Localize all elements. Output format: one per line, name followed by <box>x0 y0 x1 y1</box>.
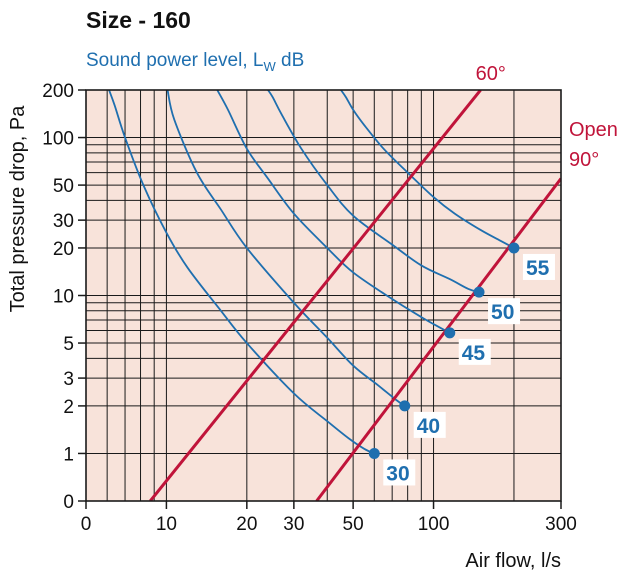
level-label-30: 30 <box>386 462 409 485</box>
y-tick-label: 30 <box>53 211 74 232</box>
level-point-30 <box>368 447 380 459</box>
x-tick-label: 50 <box>343 514 364 535</box>
level-point-50 <box>473 286 485 298</box>
damper-line-90 <box>315 177 561 501</box>
x-tick-label: 100 <box>418 514 450 535</box>
x-tick-label: 10 <box>156 514 177 535</box>
level-point-40 <box>399 400 411 412</box>
y-tick-label: 2 <box>63 397 74 418</box>
y-tick-label: 10 <box>53 287 74 308</box>
sound-level-curve-55 <box>340 90 515 249</box>
chart-title: Size - 160 <box>86 7 191 33</box>
x-axis: 0 10 20 30 50 100 300 <box>81 501 577 535</box>
chart-subtitle: Sound power level, LW dB <box>86 50 304 74</box>
level-label-bg <box>458 338 491 365</box>
level-point-55 <box>508 242 520 254</box>
level-point-45 <box>444 327 456 339</box>
y-tick-label: 200 <box>42 81 74 102</box>
subtitle-suffix: dB <box>276 50 305 71</box>
subtitle-subscript: W <box>263 59 276 74</box>
y-axis: 0 1 2 3 5 10 20 30 50 100 200 <box>42 81 86 513</box>
x-tick-label: 300 <box>545 514 577 535</box>
level-label-45: 45 <box>462 342 486 365</box>
y-tick-label: 1 <box>63 444 74 465</box>
x-tick-label: 20 <box>236 514 257 535</box>
x-tick-label: 30 <box>283 514 304 535</box>
damper-label-open: Open <box>569 119 618 141</box>
y-tick-label: 20 <box>53 239 74 260</box>
sound-level-curve-45 <box>216 90 451 334</box>
y-tick-label: 3 <box>63 369 74 390</box>
level-label-bg <box>488 298 521 325</box>
sound-level-curve-40 <box>166 90 406 407</box>
level-label-bg <box>522 253 555 280</box>
level-label-55: 55 <box>526 257 550 280</box>
y-tick-label: 5 <box>63 334 74 355</box>
y-tick-label: 0 <box>63 492 74 513</box>
damper-label-60: 60° <box>476 63 506 85</box>
level-label-bg <box>383 459 416 486</box>
y-tick-label: 100 <box>42 129 74 150</box>
x-axis-label: Air flow, l/s <box>465 550 561 572</box>
x-tick-label: 0 <box>81 514 92 535</box>
sound-level-curve-50 <box>267 90 480 294</box>
sound-level-curve-30 <box>108 90 375 455</box>
level-label-50: 50 <box>491 301 514 324</box>
y-axis-label: Total pressure drop, Pa <box>7 105 29 313</box>
subtitle-prefix: Sound power level, L <box>86 50 263 71</box>
level-label-bg <box>413 411 446 438</box>
level-label-40: 40 <box>417 415 440 438</box>
damper-line-60 <box>149 90 482 501</box>
plot-content <box>108 90 561 501</box>
damper-label-90: 90° <box>569 149 599 171</box>
damper-labels: 60° Open 90° <box>476 63 618 171</box>
y-tick-label: 50 <box>53 176 74 197</box>
